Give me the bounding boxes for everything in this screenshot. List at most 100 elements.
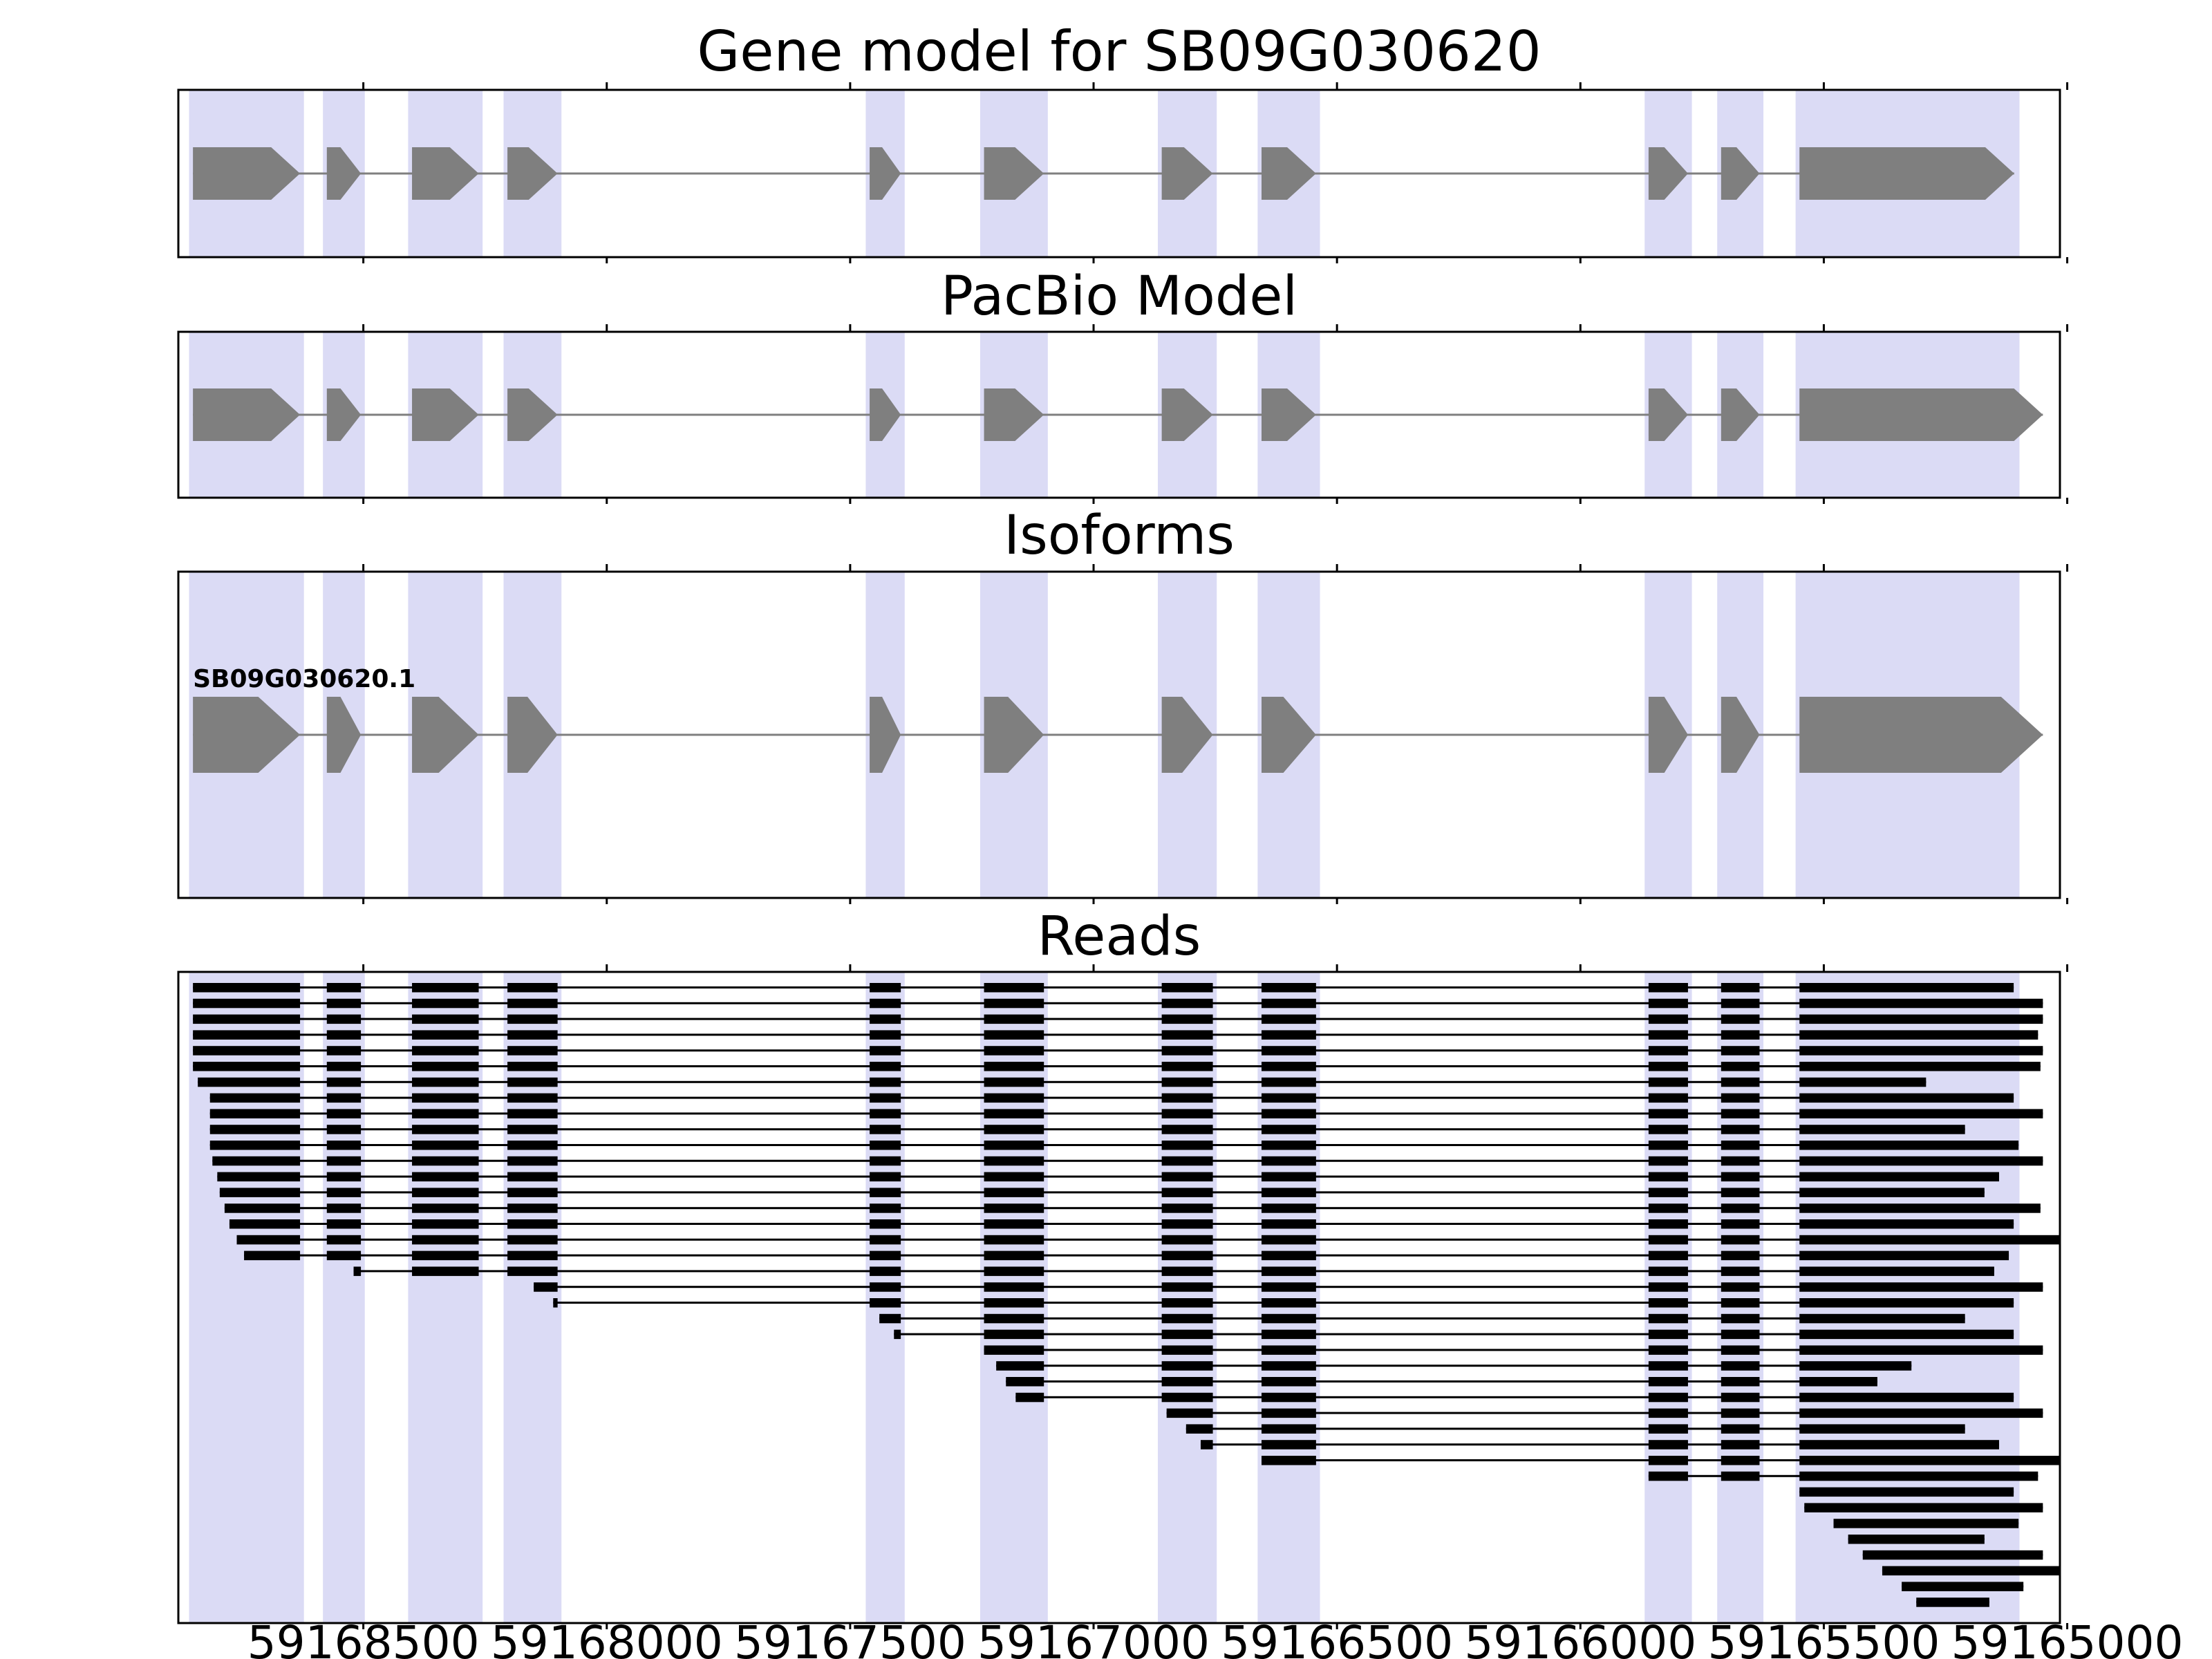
read-intron-line xyxy=(193,1049,2043,1052)
read-exon-block xyxy=(984,1329,1044,1340)
exon-arrow xyxy=(1721,388,1760,441)
read-exon-block xyxy=(1799,1046,2043,1056)
read-exon-block xyxy=(507,1219,558,1229)
read-exon-block xyxy=(1261,1141,1316,1150)
read-exon-block xyxy=(1721,1188,1760,1197)
read-exon-block xyxy=(870,1250,901,1261)
read-exon-block xyxy=(1799,1392,2014,1403)
read-exon-block xyxy=(193,1014,301,1024)
read-exon-block xyxy=(353,1266,362,1276)
read-intron-line xyxy=(1185,1427,1965,1430)
read-exon-block xyxy=(507,1014,558,1024)
read-exon-block xyxy=(870,1093,901,1103)
read-exon-block xyxy=(326,1062,362,1071)
read-exon-block xyxy=(326,1250,362,1261)
exon-arrow xyxy=(1799,388,2043,441)
read-exon-block xyxy=(326,1125,362,1134)
read-exon-block xyxy=(984,1266,1044,1276)
read-exon-block xyxy=(1721,1125,1760,1134)
read-exon-block xyxy=(412,983,479,993)
read-exon-block xyxy=(1161,1203,1213,1213)
read-exon-block xyxy=(1161,1219,1213,1229)
read-exon-block xyxy=(326,1030,362,1040)
read-exon-block xyxy=(193,998,301,1009)
read-exon-block xyxy=(1721,1062,1760,1071)
read-exon-block xyxy=(1799,983,2014,993)
x-tick-label: 59168500 xyxy=(247,1616,480,1659)
read-exon-block xyxy=(1648,1062,1688,1071)
read-exon-block xyxy=(1799,1361,1912,1371)
read-exon-block xyxy=(507,1250,558,1261)
read-exon-block xyxy=(507,1203,558,1213)
read-exon-block xyxy=(326,1093,362,1103)
read-exon-block xyxy=(1161,1266,1213,1276)
panel-border xyxy=(177,971,2061,1624)
reads-panel-title: Reads xyxy=(1037,906,1201,968)
read-exon-block xyxy=(1804,1503,2043,1512)
read-intron-line xyxy=(219,1191,1985,1194)
read-exon-block xyxy=(1261,1109,1316,1118)
read-exon-block xyxy=(1799,1298,2014,1308)
read-exon-block xyxy=(412,1030,479,1040)
read-exon-block xyxy=(870,1109,901,1118)
read-exon-block xyxy=(870,1141,901,1150)
read-intron-line xyxy=(894,1333,2014,1335)
read-exon-block xyxy=(209,1125,301,1134)
read-exon-block xyxy=(1261,983,1316,993)
read-exon-block xyxy=(984,1282,1044,1292)
read-exon-block xyxy=(1799,1109,2043,1118)
read-exon-block xyxy=(1006,1377,1044,1387)
read-exon-block xyxy=(984,1014,1044,1024)
read-exon-block xyxy=(1161,1014,1213,1024)
read-exon-block xyxy=(1161,1361,1213,1371)
read-exon-block xyxy=(984,1077,1044,1087)
read-intron-line xyxy=(193,1018,2043,1020)
read-exon-block xyxy=(193,1030,301,1040)
read-exon-block xyxy=(412,1109,479,1118)
read-exon-block xyxy=(1799,1313,1965,1324)
read-exon-block xyxy=(326,1219,362,1229)
read-exon-block xyxy=(1648,1109,1688,1118)
read-exon-block xyxy=(326,1046,362,1056)
exon-arrow xyxy=(193,697,301,773)
read-exon-block xyxy=(984,1156,1044,1166)
read-exon-block xyxy=(1721,1266,1760,1276)
read-exon-block xyxy=(1721,1392,1760,1403)
read-exon-block xyxy=(1721,1456,1760,1465)
read-exon-block xyxy=(1721,1093,1760,1103)
read-exon-block xyxy=(1882,1566,2060,1576)
read-intron-line xyxy=(209,1096,2014,1099)
read-exon-block xyxy=(1261,1329,1316,1340)
exon-arrow xyxy=(1161,388,1213,441)
read-exon-block xyxy=(1721,1219,1760,1229)
read-exon-block xyxy=(1648,1014,1688,1024)
read-exon-block xyxy=(229,1219,301,1229)
read-exon-block xyxy=(1161,1030,1213,1040)
read-intron-line xyxy=(212,1159,2043,1162)
read-exon-block xyxy=(412,1014,479,1024)
read-intron-line xyxy=(193,1002,2043,1004)
read-exon-block xyxy=(209,1093,301,1103)
read-exon-block xyxy=(984,1093,1044,1103)
read-exon-block xyxy=(1648,1345,1688,1355)
read-exon-block xyxy=(1648,1030,1688,1040)
read-exon-block xyxy=(1161,1109,1213,1118)
read-exon-block xyxy=(1261,1156,1316,1166)
read-exon-block xyxy=(1799,1250,2009,1261)
read-exon-block xyxy=(1799,1093,2014,1103)
read-exon-block xyxy=(1721,1361,1760,1371)
read-exon-block xyxy=(1261,1456,1316,1465)
read-exon-block xyxy=(1648,1361,1688,1371)
read-intron-line xyxy=(879,1317,1965,1320)
read-exon-block xyxy=(870,1203,901,1213)
read-exon-block xyxy=(1161,1093,1213,1103)
read-exon-block xyxy=(1721,1298,1760,1308)
read-exon-block xyxy=(1648,1408,1688,1418)
read-exon-block xyxy=(1721,1250,1760,1261)
read-exon-block xyxy=(984,1313,1044,1324)
exon-arrow xyxy=(507,388,558,441)
read-exon-block xyxy=(1721,1203,1760,1213)
read-exon-block xyxy=(1166,1408,1213,1418)
isoform-label: SB09G030620.1 xyxy=(193,665,415,693)
